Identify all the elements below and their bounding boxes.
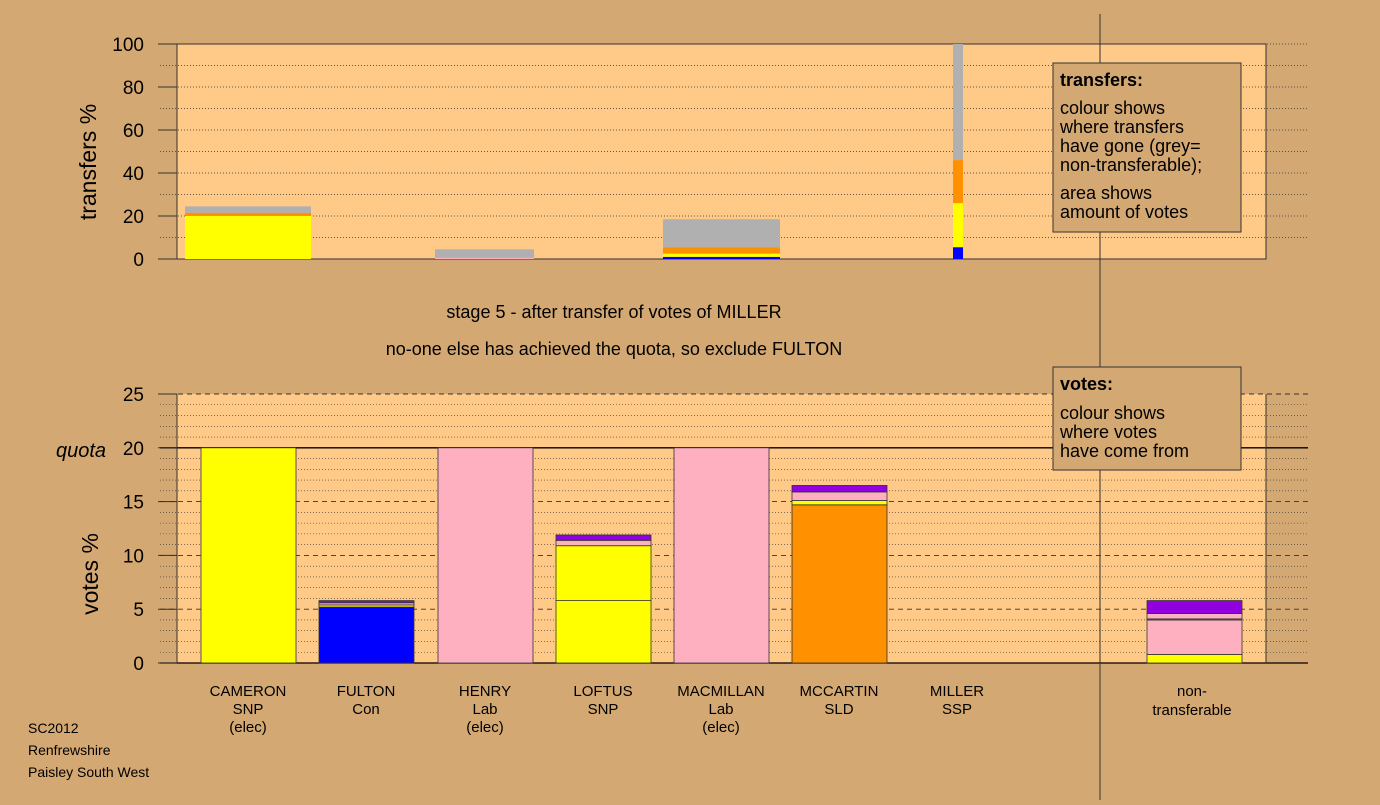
transfers-legend-line: area shows [1060,183,1152,203]
vote-segment-loftus [555,545,652,601]
transfer-segment-henry [435,249,534,258]
transfer-segment-cameron [185,216,311,259]
stage-text: stage 5 - after transfer of votes of MIL… [446,302,781,322]
votes-legend: votes: colour shows where votes have com… [1052,366,1242,471]
vote-segment-loftus [555,600,652,664]
vote-segment-loftus [555,534,652,541]
vote-segment-non-transferable [1146,613,1243,620]
votes-legend-line: where votes [1059,422,1157,442]
votes-y-tick-label: 25 [123,385,144,406]
vote-segment-non-transferable [1146,653,1243,664]
votes-y-ticks: 0 5 10 15 20 25 [123,385,177,675]
transfers-legend-box [1052,62,1242,233]
transfer-segment-henry [435,257,534,259]
candidate-label: (elec) [702,719,740,736]
footer-ward: Paisley South West [28,764,149,780]
candidate-label: MACMILLAN [677,683,765,700]
transfers-legend: transfers: colour shows where transfers … [1052,62,1242,233]
quota-label: quota [56,440,106,462]
candidate-label: MILLER [930,683,984,700]
candidate-label: SNP [233,701,264,718]
candidate-label: (elec) [229,719,267,736]
transfers-legend-line: where transfers [1059,117,1184,137]
transfers-y-label: transfers % [75,104,101,220]
vote-segment-cameron [200,447,297,664]
transfers-legend-line: amount of votes [1060,202,1188,222]
vote-segment-henry [437,447,534,664]
transfer-segment-miller [953,247,963,259]
transfers-y-ticks: 0 20 40 60 80 100 [112,35,177,271]
votes-legend-title: votes: [1060,374,1113,394]
transfers-y-tick-label: 40 [123,164,144,185]
vote-segment-mccartin [791,504,888,664]
transfer-segment-miller [953,160,963,204]
transfers-y-tick-label: 100 [112,35,144,56]
transfer-segment-cameron [185,206,311,213]
votes-y-tick-label: 15 [123,493,144,514]
nontransferable-label: transferable [1152,702,1231,719]
votes-y-tick-label: 0 [133,654,144,675]
vote-segment-non-transferable [1146,600,1243,614]
candidate-label: Lab [708,701,733,718]
candidate-label: SNP [588,701,619,718]
transfers-legend-line: colour shows [1060,98,1165,118]
votes-bars [200,447,1243,664]
candidate-labels: CAMERONSNP(elec)FULTONConHENRYLab(elec)L… [210,683,985,736]
transfers-y-tick-label: 20 [123,207,144,228]
transfer-segment-macmillan [663,219,780,248]
footer-code: SC2012 [28,720,79,736]
candidate-label: Con [352,701,380,718]
candidate-label: MCCARTIN [800,683,879,700]
vote-segment-mccartin [791,500,888,506]
transfers-y-tick-label: 60 [123,121,144,142]
status-text: no-one else has achieved the quota, so e… [386,339,843,359]
transfer-segment-macmillan [663,253,780,257]
votes-legend-line: have come from [1060,441,1189,461]
vote-segment-non-transferable [1146,619,1243,655]
nontransferable-label: non- [1177,683,1207,700]
votes-legend-box [1052,366,1242,471]
vote-segment-mccartin [791,485,888,493]
transfers-legend-line: have gone (grey= [1060,136,1201,156]
footer-council: Renfrewshire [28,742,111,758]
vote-segment-macmillan [673,447,770,664]
transfer-segment-macmillan [663,256,780,259]
candidate-label: HENRY [459,683,511,700]
candidate-label: FULTON [337,683,396,700]
transfer-segment-miller [953,44,963,161]
votes-y-tick-label: 5 [133,600,144,621]
candidate-label: SSP [942,701,972,718]
candidate-label: Lab [472,701,497,718]
transfers-legend-title: transfers: [1060,70,1143,90]
transfer-segment-miller [953,203,963,248]
transfers-bars [185,44,963,259]
votes-y-tick-label: 20 [123,439,144,460]
transfers-y-tick-label: 0 [133,250,144,271]
vote-segment-mccartin [791,491,888,501]
votes-legend-line: colour shows [1060,403,1165,423]
vote-segment-fulton [318,606,415,664]
candidate-label: (elec) [466,719,504,736]
transfers-legend-line: non-transferable); [1060,155,1202,175]
candidate-label: SLD [824,701,853,718]
transfer-segment-cameron [185,212,311,216]
vote-segment-loftus [555,539,652,547]
votes-y-tick-label: 10 [123,546,144,567]
transfer-segment-macmillan [663,247,780,254]
votes-y-label: votes % [77,533,103,615]
candidate-label: CAMERON [210,683,287,700]
transfers-y-tick-label: 80 [123,78,144,99]
candidate-label: LOFTUS [573,683,632,700]
vote-segment-fulton [318,600,415,604]
